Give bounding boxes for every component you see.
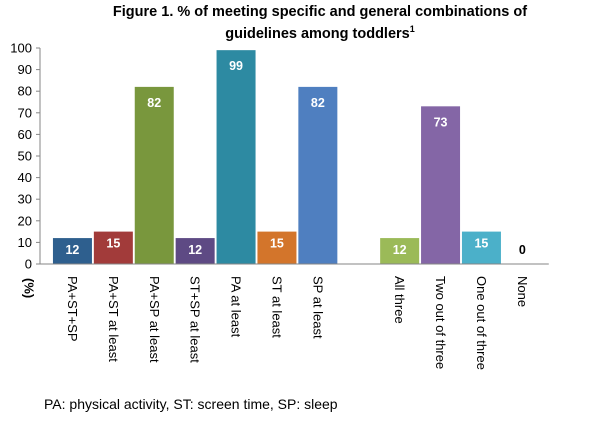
y-tick-label: 90 [18, 62, 32, 77]
y-tick-label: 30 [18, 192, 32, 207]
category-label: All three [392, 276, 407, 324]
y-tick-label: 0 [25, 257, 32, 272]
bar-value-label: 82 [147, 96, 161, 110]
y-tick-label: 50 [18, 149, 32, 164]
bar [257, 231, 297, 264]
bar-value-label: 12 [65, 243, 79, 257]
chart-title-superscript: 1 [409, 24, 415, 34]
y-axis-label: (%) [22, 278, 37, 298]
category-label: None [515, 276, 530, 307]
y-tick-label: 40 [18, 170, 32, 185]
category-label: PA+SP at least [147, 276, 162, 363]
bar-value-label: 99 [229, 59, 243, 73]
category-label: SP at least [310, 276, 325, 339]
y-tick-label: 60 [18, 127, 32, 142]
bar-value-label: 15 [106, 237, 120, 251]
bar [298, 86, 338, 264]
y-tick-label: 100 [10, 41, 32, 56]
bar [175, 238, 215, 264]
category-label: Two out of three [433, 276, 448, 369]
footnote: PA: physical activity, ST: screen time, … [44, 396, 338, 412]
y-tick-label: 10 [18, 235, 32, 250]
category-label: PA+ST at least [106, 276, 121, 362]
chart-title: Figure 1. % of meeting specific and gene… [40, 4, 600, 43]
bar-value-label: 15 [474, 237, 488, 251]
category-label: ST+SP at least [188, 276, 203, 363]
bar [52, 238, 92, 264]
bar [134, 86, 174, 264]
bar [93, 231, 133, 264]
bar-value-label: 12 [393, 243, 407, 257]
bar-value-label: 12 [188, 243, 202, 257]
bar-value-label: 82 [311, 96, 325, 110]
bar [380, 238, 420, 264]
category-label: PA at least [229, 276, 244, 338]
category-label: One out of three [474, 276, 489, 370]
bar-value-label: 15 [270, 237, 284, 251]
chart-title-line-1: Figure 1. % of meeting specific and gene… [112, 4, 528, 20]
y-tick-label: 80 [18, 84, 32, 99]
bar [461, 231, 501, 264]
category-label: ST at least [270, 276, 285, 338]
bar-value-label: 73 [434, 115, 448, 129]
chart-title-line-2-text: guidelines among toddlers [225, 25, 410, 42]
y-tick-label: 70 [18, 105, 32, 120]
bar-value-label: 0 [519, 243, 526, 257]
y-tick-label: 20 [18, 213, 32, 228]
bar [421, 106, 461, 264]
bar [216, 50, 256, 264]
category-label: PA+ST+SP [65, 276, 80, 342]
chart-title-line-2: guidelines among toddlers1 [40, 21, 600, 43]
